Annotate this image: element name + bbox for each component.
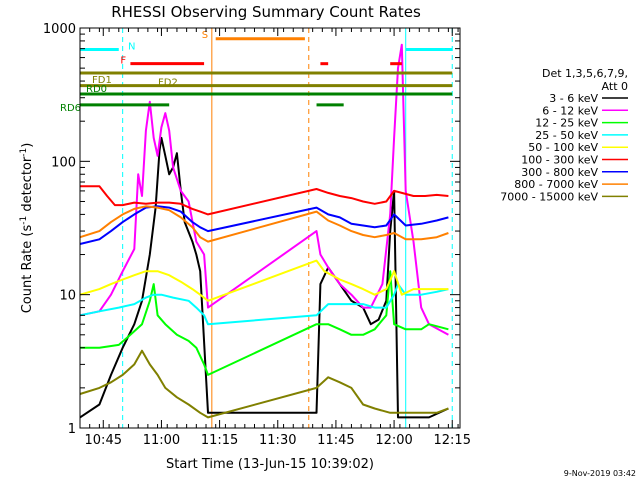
plot-frame xyxy=(79,27,461,429)
y-tick-label-100: 100 xyxy=(51,155,76,170)
axes: 10:45 11:00 11:15 11:30 11:45 12:00 12:15 1 10 10… xyxy=(43,22,471,448)
x-axis-label: Start Time (13-Jun-15 10:39:02) xyxy=(166,457,374,472)
x-tick-label-11-00: 11:00 xyxy=(143,433,180,448)
x-tick-label-11-15: 11:15 xyxy=(201,433,238,448)
flag-label-rd6: RD6 xyxy=(60,103,81,114)
legend-label-800-7000-kev: 800 - 7000 keV xyxy=(514,178,598,191)
series-line-6-12-kev xyxy=(79,43,449,336)
x-tick-label-10-45: 10:45 xyxy=(85,433,122,448)
legend-label-12-25-kev: 12 - 25 keV xyxy=(535,117,598,130)
series-line-7000-15000-kev xyxy=(79,349,449,419)
legend-header-line-2: Att 0 xyxy=(602,80,628,93)
flag-label-s: S xyxy=(202,30,208,41)
y-axis-label-mid: detector xyxy=(20,156,35,216)
x-tick-label-12-00: 12:00 xyxy=(375,433,412,448)
y-tick-label-10: 10 xyxy=(59,289,76,304)
flag-label-fd1: FD1 xyxy=(92,75,112,86)
flag-label-f: F xyxy=(120,56,126,67)
observing-flags: NF S FD1 FD2 RD0 RD6 xyxy=(60,30,453,114)
flag-label-n: N xyxy=(128,41,135,52)
legend-label-50-100-kev: 50 - 100 keV xyxy=(528,141,598,154)
legend-label-100-300-kev: 100 - 300 keV xyxy=(521,154,598,167)
y-axis-label: Count Rate (s-1 detector-1) xyxy=(19,143,35,314)
series-line-300-800-kev xyxy=(79,205,449,245)
x-tick-label-11-45: 11:45 xyxy=(317,433,354,448)
series-line-100-300-kev xyxy=(80,185,449,216)
x-tick-label-11-30: 11:30 xyxy=(259,433,296,448)
y-axis-label-main: Count Rate (s xyxy=(20,225,35,314)
y-axis-label-end: ) xyxy=(20,143,35,148)
series-line-12-25-kev xyxy=(80,270,449,376)
chart-title: RHESSI Observing Summary Count Rates xyxy=(111,3,421,21)
legend-label-25-50-kev: 25 - 50 keV xyxy=(535,129,598,142)
legend-label-3-6-kev: 3 - 6 keV xyxy=(549,92,598,105)
y-axis-label-exp2: -1 xyxy=(19,148,29,157)
x-tick-label-12-15: 12:15 xyxy=(434,433,471,448)
legend-label-6-12-kev: 6 - 12 keV xyxy=(542,104,598,117)
y-tick-label-1000: 1000 xyxy=(43,22,76,37)
flag-label-rd0: RD0 xyxy=(86,84,107,95)
legend-label-300-800-kev: 300 - 800 keV xyxy=(521,166,598,179)
flag-label-fd2: FD2 xyxy=(158,78,178,89)
series-line-50-100-kev xyxy=(79,259,449,302)
footer-date: 9-Nov-2019 03:42 xyxy=(564,469,636,478)
legend-header-line-1: Det 1,3,5,6,7,9, xyxy=(542,67,628,80)
y-axis-label-exp1: -1 xyxy=(19,216,29,225)
svg-text:Count Rate (s-1 detector-1): Count Rate (s-1 detector-1) xyxy=(19,143,35,314)
y-tick-label-1: 1 xyxy=(68,422,76,437)
series-line-800-7000-kev xyxy=(79,205,449,243)
legend-label-7000-15000-kev: 7000 - 15000 keV xyxy=(500,190,598,203)
